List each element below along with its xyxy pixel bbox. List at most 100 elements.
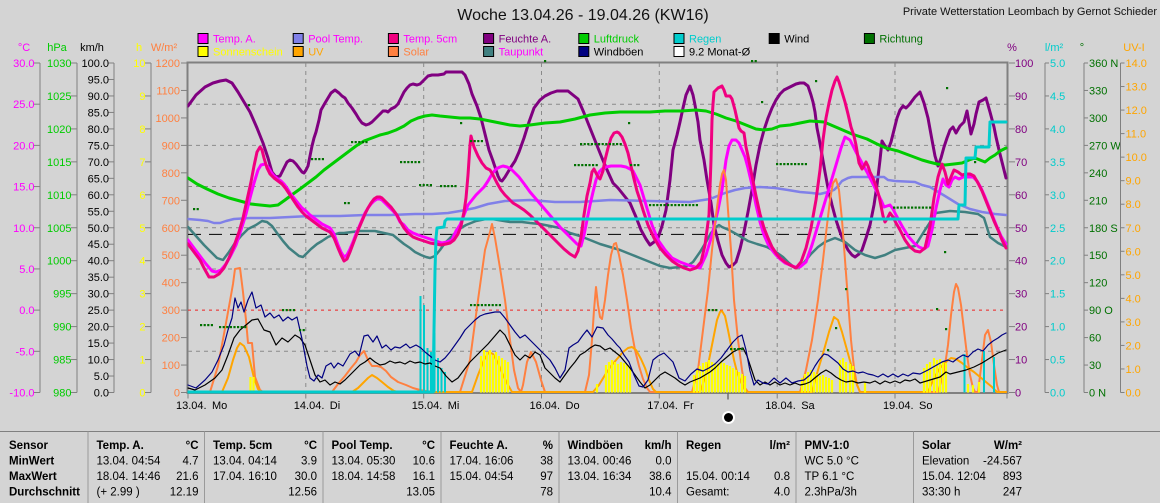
svg-text:Pool Temp.: Pool Temp.	[332, 440, 393, 452]
svg-text:6: 6	[139, 190, 145, 202]
svg-text:6.0: 6.0	[1126, 246, 1141, 258]
svg-text:80: 80	[1015, 124, 1027, 136]
svg-text:1200: 1200	[156, 58, 180, 70]
svg-text:Windböen: Windböen	[594, 47, 644, 59]
svg-text:17.04.: 17.04.	[647, 400, 678, 412]
svg-text:°C: °C	[186, 440, 199, 452]
svg-text:70: 70	[1015, 157, 1027, 169]
svg-text:90: 90	[1015, 91, 1027, 103]
svg-text:%: %	[1007, 42, 1017, 54]
svg-text:985: 985	[53, 355, 71, 367]
svg-text:0.0: 0.0	[656, 456, 672, 468]
svg-text:1000: 1000	[156, 113, 180, 125]
svg-text:0: 0	[174, 388, 180, 400]
svg-text:Temp. A.: Temp. A.	[213, 34, 256, 46]
svg-text:40: 40	[1015, 256, 1027, 268]
svg-text:97: 97	[540, 471, 553, 483]
svg-text:20: 20	[1015, 322, 1027, 334]
svg-text:995: 995	[53, 289, 71, 301]
svg-text:So: So	[919, 400, 932, 412]
svg-text:km/h: km/h	[645, 440, 672, 452]
svg-text:38: 38	[540, 456, 553, 468]
svg-text:°C: °C	[422, 440, 435, 452]
svg-text:Private Wetterstation Leombach: Private Wetterstation Leombach by Gernot…	[903, 6, 1157, 18]
svg-text:Luftdruck: Luftdruck	[594, 34, 640, 46]
svg-text:20.0: 20.0	[88, 322, 109, 334]
svg-text:Temp. 5cm: Temp. 5cm	[403, 34, 457, 46]
svg-text:°C: °C	[18, 42, 30, 54]
svg-text:247: 247	[1003, 487, 1022, 499]
svg-text:240: 240	[1089, 168, 1107, 180]
svg-text:65.0: 65.0	[88, 173, 109, 185]
svg-text:8.0: 8.0	[1126, 199, 1141, 211]
svg-text:Sa: Sa	[801, 400, 815, 412]
svg-text:WC 5.0 °C: WC 5.0 °C	[805, 456, 859, 468]
svg-text:0 N: 0 N	[1089, 388, 1106, 400]
svg-text:30: 30	[1015, 289, 1027, 301]
svg-text:95.0: 95.0	[88, 74, 109, 86]
svg-text:78: 78	[540, 487, 553, 499]
svg-text:4.7: 4.7	[183, 456, 199, 468]
svg-text:0.0: 0.0	[19, 305, 34, 317]
svg-text:hPa: hPa	[47, 42, 67, 54]
svg-text:9: 9	[139, 91, 145, 103]
svg-text:16.1: 16.1	[413, 471, 435, 483]
svg-text:1.0: 1.0	[1050, 322, 1065, 334]
svg-text:18.04. 14:58: 18.04. 14:58	[332, 471, 396, 483]
svg-text:0.0: 0.0	[94, 388, 109, 400]
svg-text:18.04.: 18.04.	[765, 400, 796, 412]
svg-text:3.0: 3.0	[1126, 317, 1141, 329]
svg-text:990: 990	[53, 322, 71, 334]
svg-text:120: 120	[1089, 278, 1107, 290]
svg-text:Woche 13.04.26 - 19.04.26 (KW1: Woche 13.04.26 - 19.04.26 (KW16)	[457, 7, 708, 24]
svg-text:12.19: 12.19	[170, 487, 199, 499]
svg-text:150: 150	[1089, 250, 1107, 262]
svg-text:MaxWert: MaxWert	[9, 471, 57, 483]
svg-text:1025: 1025	[47, 91, 71, 103]
svg-text:13.04. 04:54: 13.04. 04:54	[97, 456, 162, 468]
svg-text:400: 400	[162, 278, 180, 290]
svg-text:15.04. 04:54: 15.04. 04:54	[450, 471, 515, 483]
svg-text:Wind: Wind	[784, 34, 809, 46]
svg-text:Regen: Regen	[686, 440, 721, 452]
svg-text:13.04. 16:34: 13.04. 16:34	[568, 471, 633, 483]
svg-text:17.04. 16:10: 17.04. 16:10	[213, 471, 277, 483]
svg-text:Do: Do	[566, 400, 580, 412]
svg-text:100: 100	[162, 360, 180, 372]
svg-text:0.8: 0.8	[774, 471, 790, 483]
svg-text:21.6: 21.6	[176, 471, 198, 483]
svg-text:0.0: 0.0	[1050, 388, 1065, 400]
svg-text:500: 500	[162, 250, 180, 262]
svg-text:(+ 2.99 ): (+ 2.99 )	[97, 487, 140, 499]
svg-text:19.04.: 19.04.	[883, 400, 914, 412]
svg-text:10: 10	[1015, 355, 1027, 367]
svg-text:13.04.: 13.04.	[176, 400, 207, 412]
svg-text:%: %	[543, 440, 553, 452]
svg-text:12.56: 12.56	[288, 487, 317, 499]
svg-text:4.0: 4.0	[1126, 293, 1141, 305]
svg-text:0.5: 0.5	[1050, 355, 1065, 367]
svg-text:8: 8	[139, 124, 145, 136]
svg-text:40.0: 40.0	[88, 256, 109, 268]
svg-text:33:30 h: 33:30 h	[922, 487, 960, 499]
svg-text:10.6: 10.6	[413, 456, 435, 468]
svg-text:Mi: Mi	[448, 400, 460, 412]
svg-text:15.04. 00:14: 15.04. 00:14	[686, 471, 751, 483]
svg-text:30.0: 30.0	[295, 471, 317, 483]
svg-text:Fr: Fr	[683, 400, 694, 412]
svg-text:W/m²: W/m²	[994, 440, 1022, 452]
svg-text:2.0: 2.0	[1126, 340, 1141, 352]
svg-text:1005: 1005	[47, 223, 71, 235]
svg-text:11.0: 11.0	[1126, 129, 1147, 141]
svg-text:MinWert: MinWert	[9, 456, 54, 468]
svg-text:16.04.: 16.04.	[530, 400, 561, 412]
svg-text:UV-I: UV-I	[1123, 42, 1144, 54]
svg-text:70.0: 70.0	[88, 157, 109, 169]
svg-text:90.0: 90.0	[88, 91, 109, 103]
svg-text:893: 893	[1003, 471, 1022, 483]
svg-text:10.4: 10.4	[649, 487, 672, 499]
svg-text:60: 60	[1015, 190, 1027, 202]
svg-text:300: 300	[1089, 113, 1107, 125]
svg-text:300: 300	[162, 305, 180, 317]
svg-text:0.0: 0.0	[1126, 388, 1141, 400]
